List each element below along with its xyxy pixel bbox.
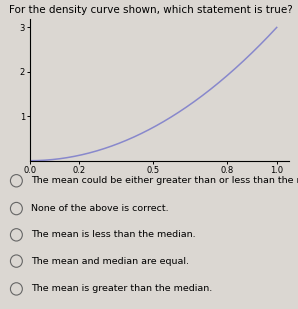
- Text: For the density curve shown, which statement is true?: For the density curve shown, which state…: [9, 5, 293, 15]
- Text: The mean is less than the median.: The mean is less than the median.: [31, 230, 196, 239]
- Text: The mean is greater than the median.: The mean is greater than the median.: [31, 284, 212, 294]
- Text: The mean and median are equal.: The mean and median are equal.: [31, 256, 189, 266]
- Text: None of the above is correct.: None of the above is correct.: [31, 204, 169, 213]
- Text: The mean could be either greater than or less than the median.: The mean could be either greater than or…: [31, 176, 298, 185]
